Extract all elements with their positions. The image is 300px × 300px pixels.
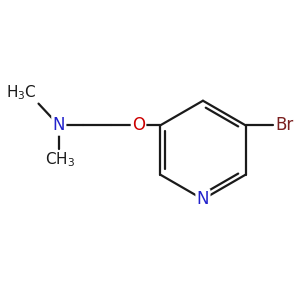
Text: O: O bbox=[132, 116, 145, 134]
Text: Br: Br bbox=[275, 116, 294, 134]
Text: N: N bbox=[52, 116, 65, 134]
Text: N: N bbox=[197, 190, 209, 208]
Text: CH$_3$: CH$_3$ bbox=[45, 150, 75, 169]
Text: H$_3$C: H$_3$C bbox=[6, 83, 37, 102]
